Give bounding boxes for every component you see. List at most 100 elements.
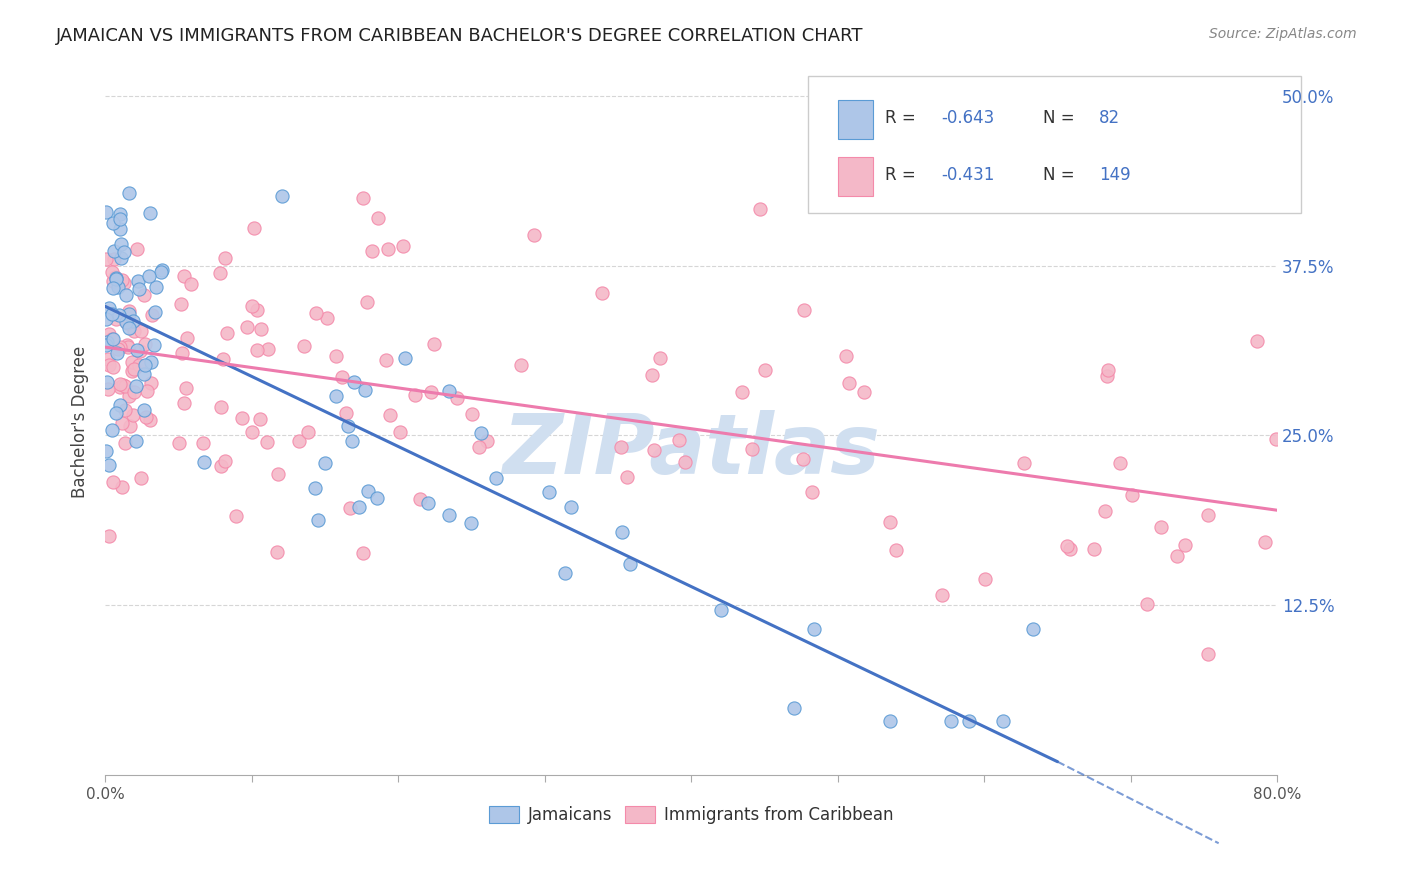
Point — [523, 227, 546, 242]
Point — [475, 434, 498, 448]
Point — [668, 433, 690, 447]
Point — [209, 458, 232, 473]
Point — [110, 398, 132, 412]
Point — [325, 389, 347, 403]
Point — [128, 344, 150, 359]
Point — [110, 222, 132, 236]
Point — [352, 191, 374, 205]
Text: N =: N = — [1043, 109, 1080, 127]
Point — [304, 481, 326, 495]
Point — [266, 467, 288, 482]
FancyBboxPatch shape — [838, 157, 873, 195]
Point — [245, 302, 267, 317]
Point — [231, 410, 253, 425]
Point — [305, 306, 328, 320]
Point — [107, 280, 129, 294]
Point — [1059, 541, 1081, 556]
Point — [1095, 368, 1118, 383]
Point — [554, 566, 576, 580]
Point — [884, 542, 907, 557]
Point — [134, 337, 156, 351]
Point — [104, 272, 127, 286]
Point — [142, 338, 165, 352]
Point — [209, 266, 232, 280]
Point — [460, 516, 482, 530]
Point — [117, 340, 139, 354]
Point — [125, 242, 148, 256]
Text: ZIPatlas: ZIPatlas — [502, 409, 880, 491]
Point — [650, 351, 672, 365]
Point — [94, 338, 117, 352]
Point — [138, 268, 160, 283]
Point — [404, 388, 426, 402]
Point — [356, 294, 378, 309]
Point — [460, 408, 482, 422]
Point — [1014, 456, 1036, 470]
Point — [101, 332, 124, 346]
Point — [101, 423, 124, 437]
Point — [132, 367, 155, 381]
Point — [419, 384, 441, 399]
Point — [209, 400, 232, 414]
Point — [100, 307, 122, 321]
Point — [139, 376, 162, 390]
Point — [377, 242, 399, 256]
Point — [108, 211, 131, 226]
Point — [103, 252, 125, 266]
Point — [1166, 549, 1188, 563]
Point — [112, 276, 135, 290]
Point — [101, 475, 124, 489]
Point — [96, 375, 118, 389]
Point — [118, 389, 141, 403]
Point — [114, 379, 136, 393]
Point — [215, 326, 238, 341]
Point — [110, 237, 132, 252]
Point — [170, 297, 193, 311]
Point — [307, 512, 329, 526]
Point — [149, 264, 172, 278]
Point — [139, 355, 162, 369]
Point — [193, 455, 215, 469]
Point — [108, 340, 131, 354]
Point — [297, 425, 319, 439]
Point — [240, 425, 263, 439]
Point — [150, 263, 173, 277]
Point — [801, 485, 824, 500]
Point — [94, 252, 117, 266]
Point — [879, 714, 901, 728]
Point — [437, 384, 460, 398]
Point — [125, 379, 148, 393]
Point — [110, 272, 132, 286]
Point — [118, 186, 141, 200]
Point — [105, 311, 128, 326]
Point — [145, 280, 167, 294]
Point — [114, 435, 136, 450]
Point — [470, 426, 492, 441]
Point — [314, 456, 336, 470]
Point — [731, 385, 754, 400]
Point — [339, 501, 361, 516]
Point — [838, 376, 860, 390]
Point — [1097, 363, 1119, 377]
Point — [256, 435, 278, 450]
Point — [115, 316, 138, 330]
Point — [167, 435, 190, 450]
Point — [110, 252, 132, 266]
Point — [1150, 519, 1173, 533]
Point — [115, 316, 138, 330]
Point — [709, 603, 731, 617]
Point — [349, 500, 371, 514]
Point — [135, 410, 157, 425]
Point — [610, 525, 633, 540]
Point — [510, 358, 533, 372]
Point — [931, 588, 953, 602]
Text: 149: 149 — [1099, 166, 1130, 184]
Point — [246, 343, 269, 358]
Point — [352, 546, 374, 560]
Point — [335, 406, 357, 420]
Point — [122, 313, 145, 327]
Point — [98, 326, 121, 341]
Point — [1022, 622, 1045, 636]
Point — [98, 458, 121, 472]
Legend: Jamaicans, Immigrants from Caribbean: Jamaicans, Immigrants from Caribbean — [482, 799, 900, 830]
